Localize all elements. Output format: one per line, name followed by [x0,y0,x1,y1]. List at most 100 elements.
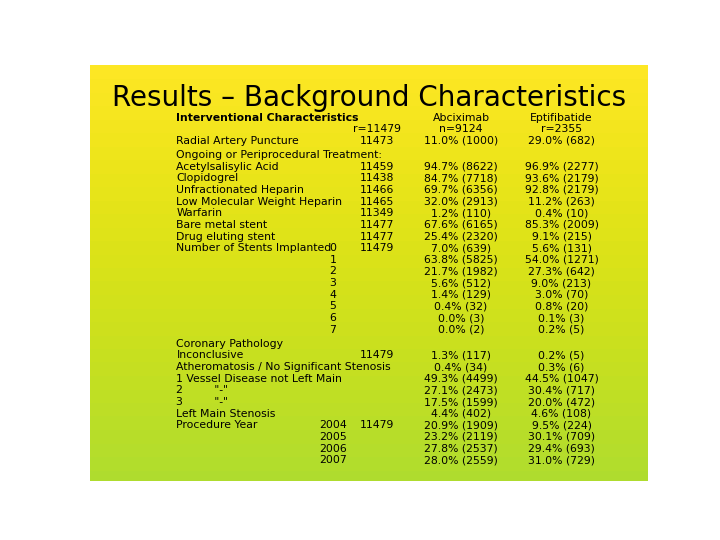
Text: 11479: 11479 [360,243,395,253]
Text: Acetylsalisylic Acid: Acetylsalisylic Acid [176,161,279,172]
Text: 7: 7 [329,325,336,335]
Text: 25.4% (2320): 25.4% (2320) [424,232,498,241]
Text: 32.0% (2913): 32.0% (2913) [424,197,498,207]
Text: 93.6% (2179): 93.6% (2179) [525,173,598,183]
Text: 3.0% (70): 3.0% (70) [535,290,588,300]
Text: 0.4% (32): 0.4% (32) [434,301,487,312]
Text: 6: 6 [329,313,336,323]
Text: Clopidogrel: Clopidogrel [176,173,238,183]
Text: 5: 5 [329,301,336,312]
Text: 92.8% (2179): 92.8% (2179) [525,185,598,195]
Text: 2004: 2004 [319,420,346,430]
Text: 2007: 2007 [319,455,346,465]
Text: 0: 0 [329,243,336,253]
Text: 1: 1 [329,255,336,265]
Text: Unfractionated Heparin: Unfractionated Heparin [176,185,305,195]
Text: 20.9% (1909): 20.9% (1909) [424,420,498,430]
Text: 11477: 11477 [360,220,395,230]
Text: 0.2% (5): 0.2% (5) [539,350,585,361]
Text: 0.4% (34): 0.4% (34) [434,362,487,372]
Text: 1 Vessel Disease not Left Main: 1 Vessel Disease not Left Main [176,374,343,384]
Text: 11349: 11349 [360,208,395,218]
Text: 5.6% (131): 5.6% (131) [531,243,592,253]
Text: 4.4% (402): 4.4% (402) [431,409,491,419]
Text: 1.3% (117): 1.3% (117) [431,350,491,361]
Text: r=11479: r=11479 [354,124,401,134]
Text: 28.0% (2559): 28.0% (2559) [424,455,498,465]
Text: 27.8% (2537): 27.8% (2537) [424,443,498,454]
Text: 85.3% (2009): 85.3% (2009) [524,220,598,230]
Text: Ongoing or Periprocedural Treatment:: Ongoing or Periprocedural Treatment: [176,150,382,160]
Text: 29.0% (682): 29.0% (682) [528,136,595,146]
Text: 1.4% (129): 1.4% (129) [431,290,491,300]
Text: 11479: 11479 [360,420,395,430]
Text: 96.9% (2277): 96.9% (2277) [525,161,598,172]
Text: 2         "-": 2 "-" [176,386,228,395]
Text: 84.7% (7718): 84.7% (7718) [424,173,498,183]
Text: n=9124: n=9124 [439,124,483,134]
Text: 0.8% (20): 0.8% (20) [535,301,588,312]
Text: 31.0% (729): 31.0% (729) [528,455,595,465]
Text: Radial Artery Puncture: Radial Artery Puncture [176,136,300,146]
Text: 27.1% (2473): 27.1% (2473) [424,386,498,395]
Text: 2: 2 [329,266,336,276]
Text: 9.5% (224): 9.5% (224) [531,420,592,430]
Text: 67.6% (6165): 67.6% (6165) [424,220,498,230]
Text: Coronary Pathology: Coronary Pathology [176,339,284,349]
Text: 27.3% (642): 27.3% (642) [528,266,595,276]
Text: 29.4% (693): 29.4% (693) [528,443,595,454]
Text: 11479: 11479 [360,350,395,361]
Text: 30.1% (709): 30.1% (709) [528,432,595,442]
Text: 23.2% (2119): 23.2% (2119) [424,432,498,442]
Text: Bare metal stent: Bare metal stent [176,220,268,230]
Text: 0.0% (3): 0.0% (3) [438,313,485,323]
Text: Warfarin: Warfarin [176,208,222,218]
Text: Number of Stents Implanted: Number of Stents Implanted [176,243,332,253]
Text: 11465: 11465 [360,197,395,207]
Text: Interventional Characteristics: Interventional Characteristics [176,113,359,123]
Text: 11.2% (263): 11.2% (263) [528,197,595,207]
Text: 11473: 11473 [360,136,395,146]
Text: 11477: 11477 [360,232,395,241]
Text: 54.0% (1271): 54.0% (1271) [525,255,598,265]
Text: 44.5% (1047): 44.5% (1047) [525,374,598,384]
Text: 0.3% (6): 0.3% (6) [539,362,585,372]
Text: 30.4% (717): 30.4% (717) [528,386,595,395]
Text: 7.0% (639): 7.0% (639) [431,243,491,253]
Text: 9.1% (215): 9.1% (215) [531,232,592,241]
Text: 3         "-": 3 "-" [176,397,228,407]
Text: 69.7% (6356): 69.7% (6356) [424,185,498,195]
Text: Inconclusive: Inconclusive [176,350,244,361]
Text: 49.3% (4499): 49.3% (4499) [424,374,498,384]
Text: 94.7% (8622): 94.7% (8622) [424,161,498,172]
Text: Low Molecular Weight Heparin: Low Molecular Weight Heparin [176,197,343,207]
Text: 5.6% (512): 5.6% (512) [431,278,491,288]
Text: 3: 3 [329,278,336,288]
Text: r=2355: r=2355 [541,124,582,134]
Text: 2006: 2006 [319,443,346,454]
Text: Atheromatosis / No Significant Stenosis: Atheromatosis / No Significant Stenosis [176,362,391,372]
Text: Left Main Stenosis: Left Main Stenosis [176,409,276,419]
Text: 0.1% (3): 0.1% (3) [539,313,585,323]
Text: 17.5% (1599): 17.5% (1599) [424,397,498,407]
Text: Eptifibatide: Eptifibatide [530,113,593,123]
Text: 11438: 11438 [360,173,395,183]
Text: 0.2% (5): 0.2% (5) [539,325,585,335]
Text: 21.7% (1982): 21.7% (1982) [424,266,498,276]
Text: 4: 4 [329,290,336,300]
Text: Abciximab: Abciximab [433,113,490,123]
Text: 9.0% (213): 9.0% (213) [531,278,592,288]
Text: 4.6% (108): 4.6% (108) [531,409,592,419]
Text: 0.4% (10): 0.4% (10) [535,208,588,218]
Text: 1.2% (110): 1.2% (110) [431,208,491,218]
Text: 2005: 2005 [319,432,346,442]
Text: 11459: 11459 [360,161,395,172]
Text: Procedure Year: Procedure Year [176,420,258,430]
Text: 11466: 11466 [360,185,395,195]
Text: 20.0% (472): 20.0% (472) [528,397,595,407]
Text: 11.0% (1000): 11.0% (1000) [424,136,498,146]
Text: 63.8% (5825): 63.8% (5825) [424,255,498,265]
Text: Results – Background Characteristics: Results – Background Characteristics [112,84,626,112]
Text: 0.0% (2): 0.0% (2) [438,325,485,335]
Text: Drug eluting stent: Drug eluting stent [176,232,276,241]
